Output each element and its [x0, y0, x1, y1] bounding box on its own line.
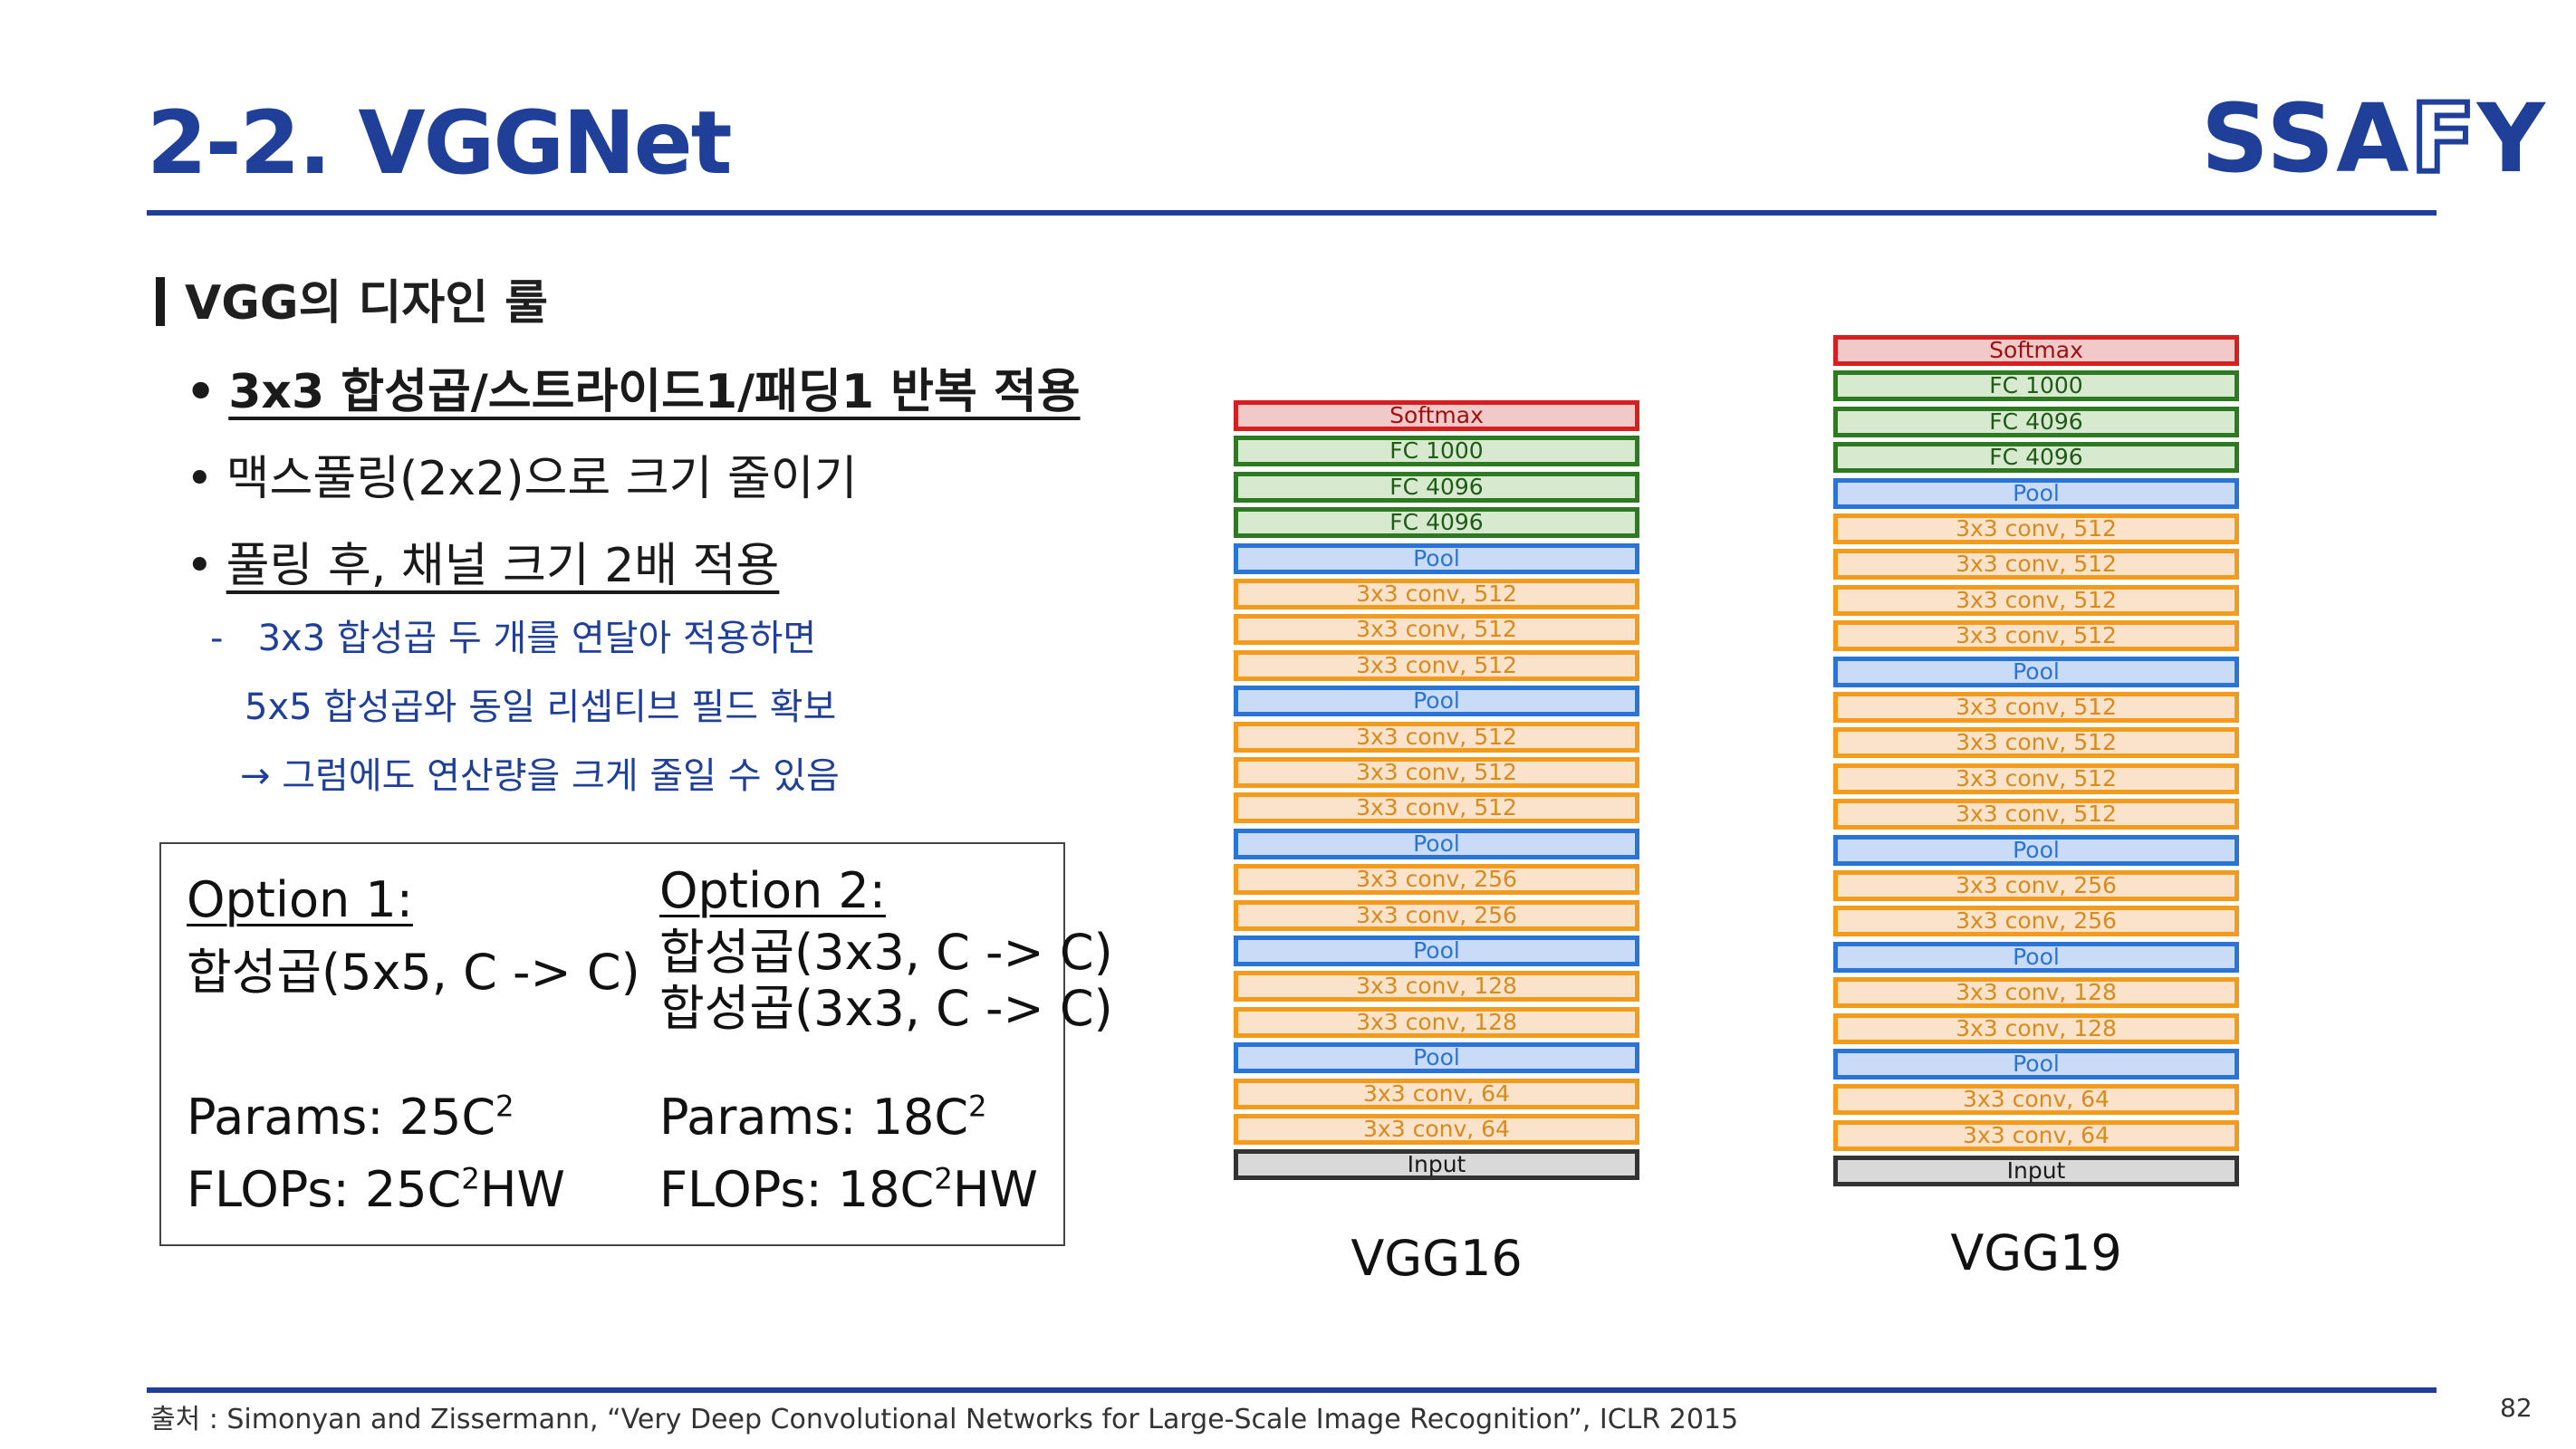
layer-conv: 3x3 conv, 128 — [1234, 971, 1639, 1002]
vgg19-label: VGG19 — [1950, 1224, 2122, 1281]
layer-pool: Pool — [1833, 1049, 2239, 1080]
sub-bullet-text: 3x3 합성곱 두 개를 연달아 적용하면 — [257, 618, 817, 659]
section-heading: VGG의 디자인 룰 — [156, 264, 548, 332]
layer-conv: 3x3 conv, 512 — [1833, 585, 2239, 616]
sub-bullet-conclusion: → 그럼에도 연산량을 크게 줄일 수 있음 — [240, 755, 840, 797]
option2-flops-exp: 2 — [934, 1161, 953, 1196]
layer-fc: FC 4096 — [1833, 442, 2239, 473]
layer-pool: Pool — [1234, 686, 1639, 716]
layer-fc: FC 4096 — [1234, 507, 1639, 538]
option2-layer-2: 합성곱(3x3, C -> C) — [659, 980, 1113, 1037]
layer-conv: 3x3 conv, 512 — [1833, 692, 2239, 723]
layer-conv: 3x3 conv, 512 — [1234, 614, 1639, 645]
option1-heading: Option 1: — [187, 871, 413, 928]
ssafy-logo: SSAFY — [2201, 81, 2547, 197]
layer-conv: 3x3 conv, 256 — [1833, 870, 2239, 901]
layer-conv: 3x3 conv, 512 — [1833, 513, 2239, 544]
vgg16-layer-stack: Softmax FC 1000 FC 4096 FC 4096 Pool 3x3 conv… — [1234, 400, 1639, 1185]
layer-conv: 3x3 conv, 128 — [1833, 1013, 2239, 1044]
header-divider — [147, 210, 2437, 216]
layer-conv: 3x3 conv, 64 — [1234, 1079, 1639, 1109]
option1-flops: FLOPs: 25C2HW — [187, 1161, 565, 1219]
layer-softmax: Softmax — [1234, 400, 1639, 431]
bullet-item: • 3x3 합성곱/스트라이드1/패딩1 반복 적용 — [186, 365, 1081, 419]
logo-text-start: SSA — [2201, 83, 2411, 194]
option2-flops-suffix: HW — [952, 1161, 1038, 1218]
options-box — [159, 842, 1065, 1246]
layer-conv: 3x3 conv, 256 — [1234, 900, 1639, 931]
layer-softmax: Softmax — [1833, 335, 2239, 366]
footer-divider — [147, 1387, 2437, 1393]
option1-flops-text: FLOPs: 25C — [187, 1161, 462, 1218]
layer-conv: 3x3 conv, 512 — [1234, 757, 1639, 788]
vgg16-label: VGG16 — [1350, 1230, 1523, 1287]
layer-conv: 3x3 conv, 128 — [1234, 1007, 1639, 1038]
vgg19-layer-stack: Softmax FC 1000 FC 4096 FC 4096 Pool 3x3 conv… — [1833, 335, 2239, 1191]
layer-conv: 3x3 conv, 512 — [1833, 549, 2239, 580]
bullet-text: 맥스풀링(2x2)으로 크기 줄이기 — [226, 452, 858, 506]
bullet-item: • 풀링 후, 채널 크기 2배 적용 — [186, 539, 780, 593]
layer-pool: Pool — [1833, 835, 2239, 866]
page-number: 82 — [2500, 1393, 2533, 1423]
layer-conv: 3x3 conv, 512 — [1833, 620, 2239, 651]
layer-conv: 3x3 conv, 64 — [1833, 1120, 2239, 1151]
layer-fc: FC 4096 — [1833, 407, 2239, 437]
layer-pool: Pool — [1234, 1042, 1639, 1073]
layer-conv: 3x3 conv, 512 — [1234, 792, 1639, 823]
option1-flops-suffix: HW — [479, 1161, 565, 1218]
layer-fc: FC 1000 — [1234, 436, 1639, 466]
layer-conv: 3x3 conv, 256 — [1234, 864, 1639, 895]
option2-params-text: Params: 18C — [659, 1089, 969, 1146]
sub-bullet-continuation: 5x5 합성곱와 동일 리셉티브 필드 확보 — [245, 686, 837, 728]
layer-conv: 3x3 conv, 512 — [1833, 763, 2239, 794]
logo-text-mid: F — [2408, 81, 2478, 197]
slide-title: 2-2. VGGNet — [147, 92, 733, 194]
layer-pool: Pool — [1234, 936, 1639, 966]
heading-bar — [156, 277, 165, 326]
sub-bullet: - 3x3 합성곱 두 개를 연달아 적용하면 — [210, 609, 816, 661]
layer-fc: FC 1000 — [1833, 370, 2239, 401]
option2-params-exp: 2 — [968, 1089, 987, 1124]
option1-params-text: Params: 25C — [187, 1089, 496, 1146]
layer-pool: Pool — [1234, 829, 1639, 859]
layer-conv: 3x3 conv, 512 — [1234, 722, 1639, 753]
bullet-item: • 맥스풀링(2x2)으로 크기 줄이기 — [186, 452, 858, 506]
layer-conv: 3x3 conv, 256 — [1833, 906, 2239, 936]
layer-conv: 3x3 conv, 64 — [1234, 1114, 1639, 1145]
option1-params-exp: 2 — [495, 1089, 514, 1124]
layer-conv: 3x3 conv, 64 — [1833, 1084, 2239, 1115]
bullet-text: 3x3 합성곱/스트라이드1/패딩1 반복 적용 — [228, 365, 1081, 419]
layer-pool: Pool — [1833, 657, 2239, 687]
layer-pool: Pool — [1833, 942, 2239, 973]
citation: 출처 : Simonyan and Zissermann, “Very Deep… — [150, 1404, 1739, 1435]
option1-flops-exp: 2 — [461, 1161, 480, 1196]
layer-conv: 3x3 conv, 512 — [1234, 579, 1639, 609]
bullet-text: 풀링 후, 채널 크기 2배 적용 — [226, 539, 780, 593]
option2-heading: Option 2: — [659, 862, 886, 919]
option2-flops-text: FLOPs: 18C — [659, 1161, 935, 1218]
layer-conv: 3x3 conv, 128 — [1833, 977, 2239, 1008]
option1-layer: 합성곱(5x5, C -> C) — [187, 944, 640, 1001]
option2-flops: FLOPs: 18C2HW — [659, 1161, 1038, 1219]
layer-fc: FC 4096 — [1234, 472, 1639, 503]
layer-conv: 3x3 conv, 512 — [1833, 799, 2239, 830]
sub-bullet-dash: - — [210, 618, 224, 659]
option2-params: Params: 18C2 — [659, 1089, 987, 1147]
layer-pool: Pool — [1234, 543, 1639, 574]
section-heading-text: VGG의 디자인 룰 — [185, 276, 549, 331]
option1-params: Params: 25C2 — [187, 1089, 514, 1147]
layer-input: Input — [1833, 1156, 2239, 1186]
option2-layer-1: 합성곱(3x3, C -> C) — [659, 924, 1113, 981]
layer-conv: 3x3 conv, 512 — [1833, 727, 2239, 758]
layer-input: Input — [1234, 1149, 1639, 1180]
layer-conv: 3x3 conv, 512 — [1234, 650, 1639, 681]
logo-text-end: Y — [2476, 83, 2547, 194]
layer-pool: Pool — [1833, 478, 2239, 509]
